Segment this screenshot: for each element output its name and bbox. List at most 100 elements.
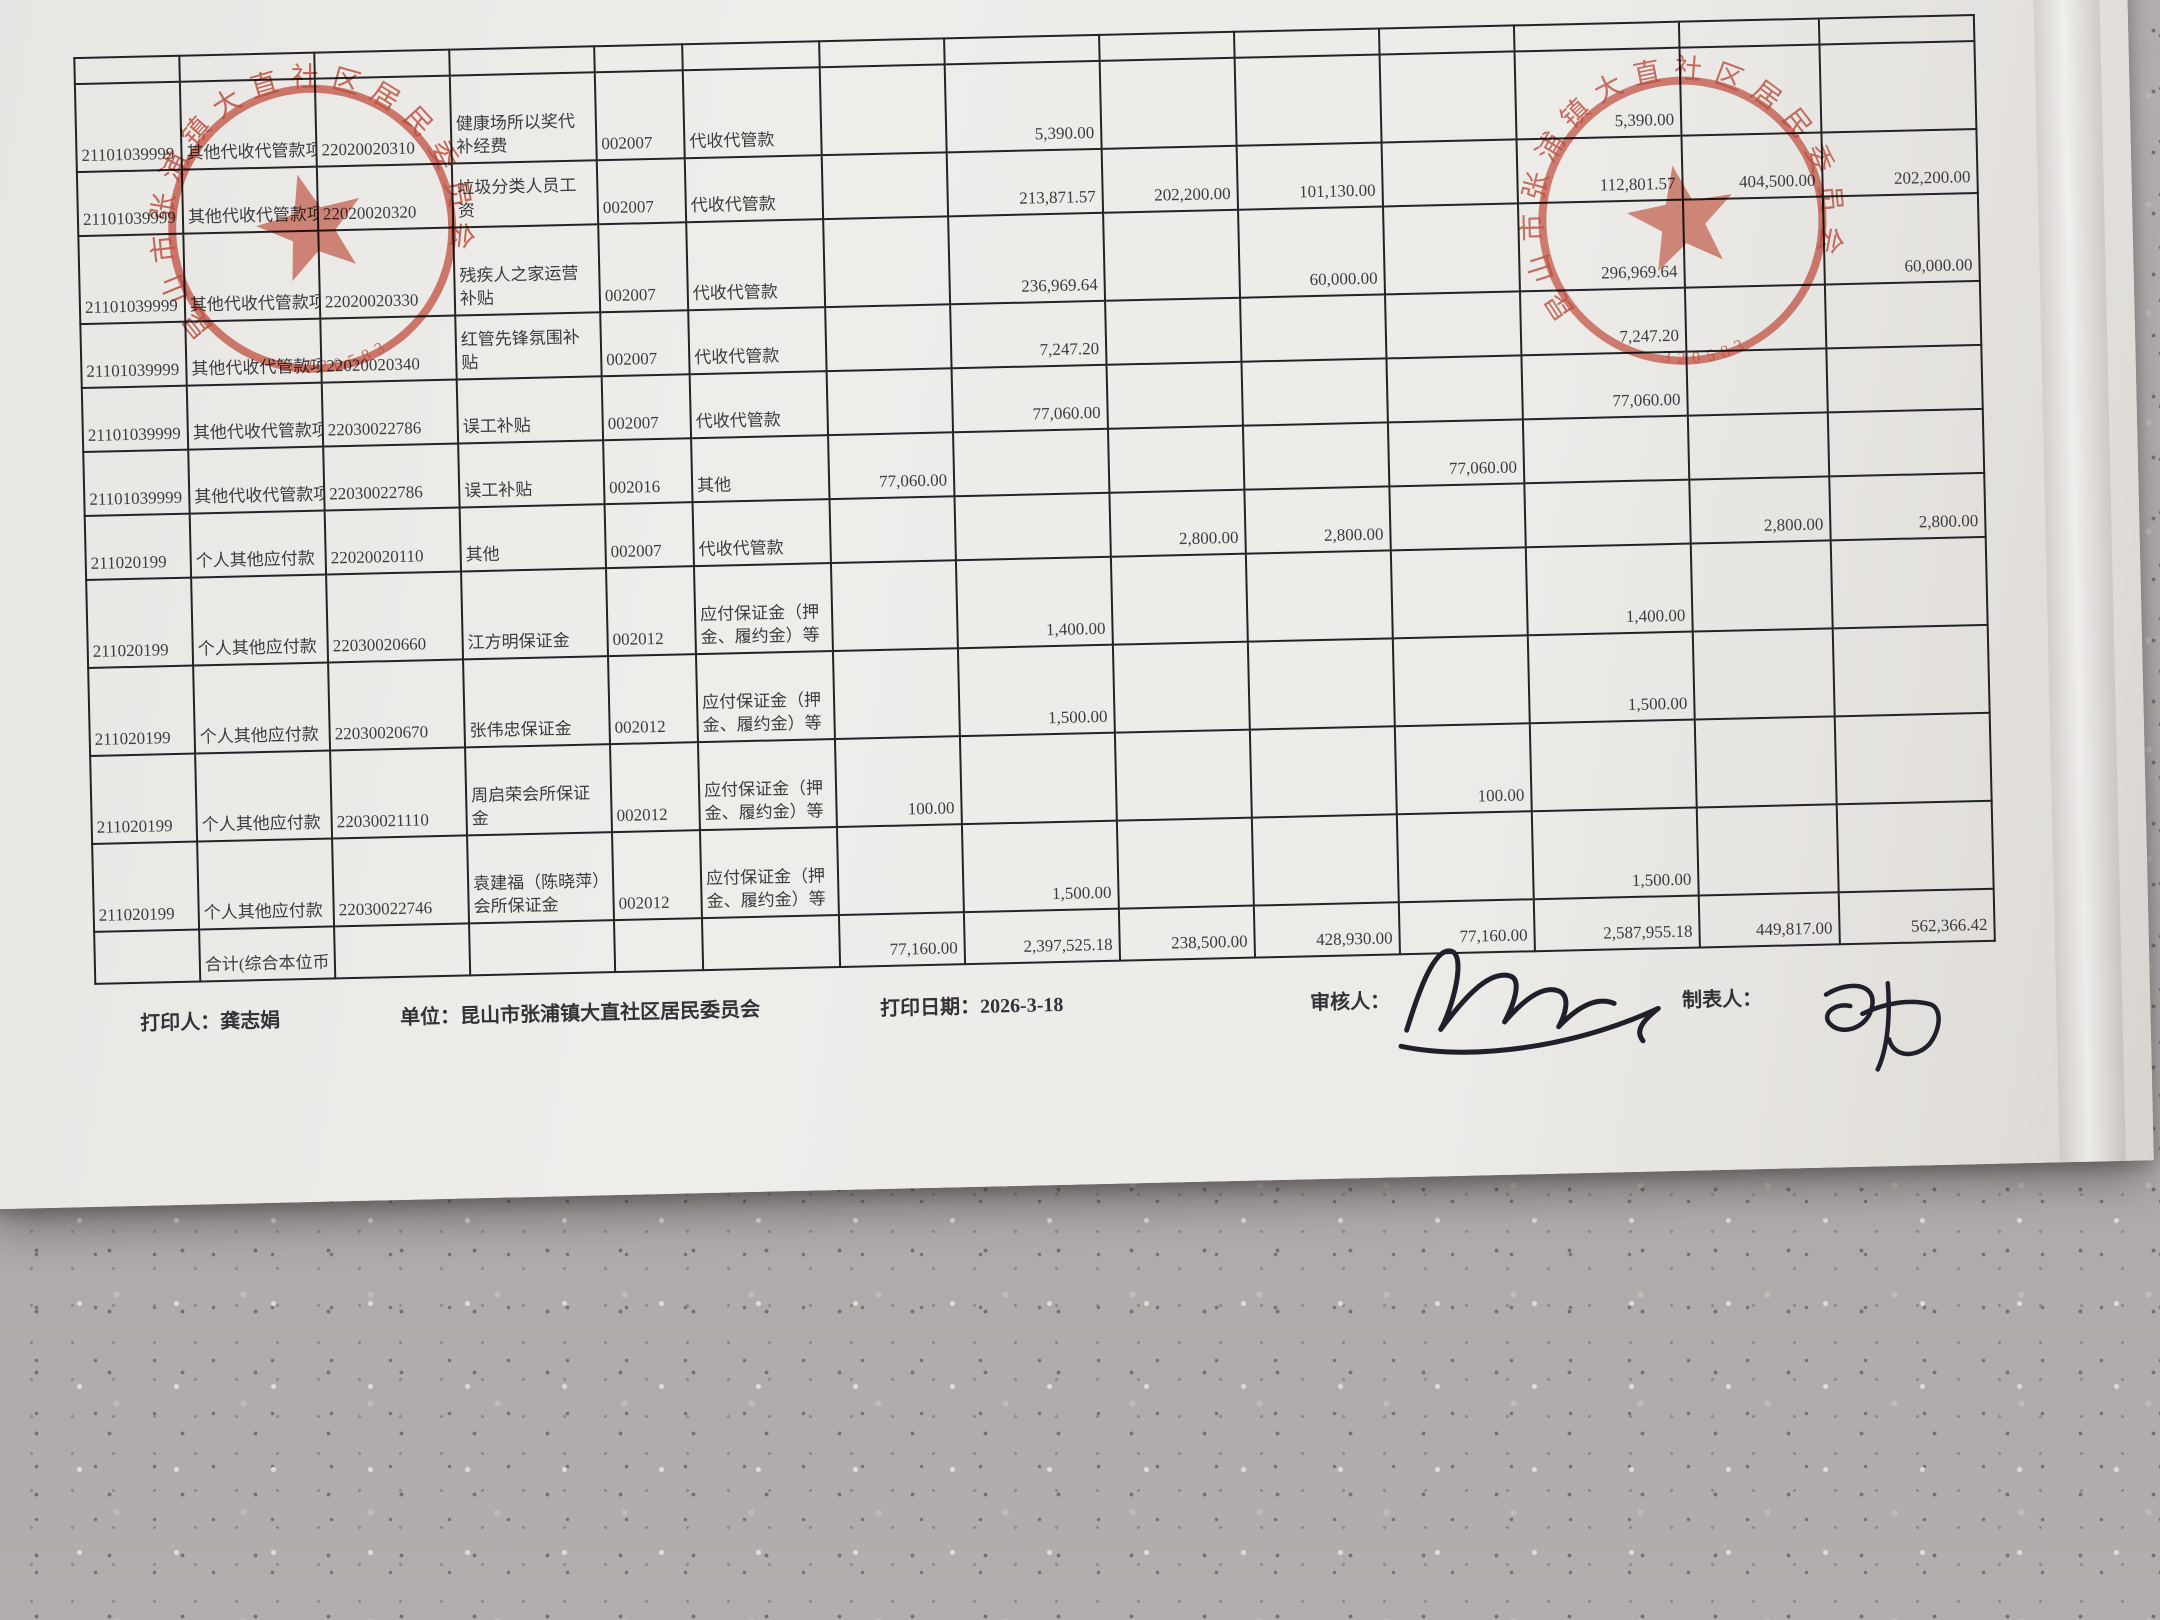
cell: [1529, 719, 1697, 812]
cell: 002012: [612, 830, 702, 921]
cell: 其他代收代管款项: [188, 446, 325, 514]
cell: [1386, 355, 1523, 423]
cell: 代收代管款: [682, 67, 822, 159]
cell: 应付保证金（押金、履约金）等: [697, 739, 837, 831]
cell: 袁建福（陈晓萍）会所保证金: [467, 832, 614, 924]
cell: [1245, 550, 1393, 642]
cell: 合计(综合本位币: [199, 926, 336, 982]
cell: 健康场所以奖代补经费: [449, 72, 597, 164]
cell: [1694, 716, 1837, 808]
cell: [1390, 547, 1528, 639]
cell: [825, 304, 952, 372]
cell: [1114, 729, 1252, 821]
printer-field: 打印人：龚志娟: [140, 1004, 281, 1036]
preparer-signature: [1823, 980, 1941, 1072]
cell: 22030020670: [328, 659, 466, 751]
cell: [1687, 412, 1830, 480]
cell: 其他: [691, 435, 830, 503]
paper-sheet: 21101039999 其他代收代管款项 22020020310 健康场所以奖代补经费…: [0, 0, 2154, 1209]
cell: [1251, 814, 1399, 906]
cell: [1827, 408, 1985, 477]
cell: 77,160.00: [838, 912, 966, 967]
cell: 应付保证金（押金、履约金）等: [695, 651, 835, 743]
cell: [1692, 628, 1835, 720]
cell: [1249, 726, 1397, 818]
cell: 误工补贴: [458, 440, 605, 508]
cell: 002007: [604, 502, 694, 569]
cell: 211020199: [86, 577, 194, 668]
cell: 个人其他应付款: [197, 838, 335, 930]
cell: 应付保证金（押金、履约金）等: [693, 563, 833, 655]
cell: [682, 41, 820, 71]
cell: 2,800.00: [1244, 486, 1391, 554]
cell: [594, 44, 683, 73]
cell: [701, 914, 841, 971]
cell: [94, 929, 201, 984]
cell: [821, 152, 949, 220]
cell: [832, 648, 960, 740]
cell: [1103, 209, 1241, 301]
cell: 应付保证金（押金、履约金）等: [699, 827, 839, 919]
cell: 60,000.00: [1238, 206, 1386, 298]
cell: [1522, 415, 1690, 484]
cell: 002016: [603, 438, 693, 505]
seal-code-text: 320583: [299, 333, 396, 384]
reviewer-signature: [1398, 948, 1661, 1055]
cell: [954, 492, 1111, 561]
cell: [1099, 31, 1235, 61]
reviewer-label: 审核人：: [1309, 990, 1391, 1015]
cell: 428,930.00: [1253, 902, 1400, 958]
cell: 1,500.00: [961, 820, 1119, 913]
cell: 其他: [459, 504, 607, 572]
printer-label: 打印人：: [139, 1011, 221, 1035]
cell: 个人其他应付款: [193, 662, 331, 754]
cell: [1116, 817, 1254, 909]
print-date-value: 2026-3-18: [979, 993, 1064, 1018]
cell: 代收代管款: [684, 155, 824, 223]
cell: [1234, 54, 1382, 146]
cell: [1830, 536, 1988, 629]
cell: [449, 46, 595, 76]
cell: 002007: [596, 158, 687, 225]
cell: 2,800.00: [1829, 472, 1986, 541]
cell: [1107, 425, 1245, 493]
cell: 5,390.00: [944, 60, 1102, 153]
cell: [1241, 358, 1388, 426]
cell: [1832, 624, 1990, 717]
preparer-field: 制表人：: [1682, 982, 1763, 1013]
unit-name: 昆山市张浦镇大直社区居民委员会: [459, 998, 761, 1028]
cell: 213,871.57: [946, 148, 1104, 217]
cell: 211020199: [84, 513, 192, 580]
cell: 22020020110: [324, 507, 462, 575]
cell: 77,060.00: [951, 364, 1108, 433]
cell: [1392, 635, 1530, 727]
cell: 002007: [600, 310, 690, 377]
cell: [819, 38, 945, 68]
cell: 1,500.00: [1531, 807, 1699, 900]
cell: [830, 560, 958, 652]
cell: [1112, 641, 1250, 733]
cell: [1690, 540, 1833, 632]
cell: [1818, 15, 1975, 45]
cell: [74, 55, 180, 85]
cell: 张伟忠保证金: [463, 656, 611, 748]
printer-name: 龚志娟: [219, 1009, 281, 1034]
cell: 代收代管款: [686, 219, 826, 311]
cell: [1099, 57, 1237, 149]
unit-field: 单位：昆山市张浦镇大直社区居民委员会: [400, 993, 761, 1030]
cell: 211020199: [88, 665, 196, 756]
cell: 22030022786: [323, 443, 460, 511]
seal-star-icon: [256, 174, 360, 282]
cell: 002012: [606, 566, 696, 657]
cell: [1385, 291, 1522, 359]
cell: 误工补贴: [456, 376, 604, 444]
cell: 449,817.00: [1698, 892, 1840, 948]
cell: [823, 216, 951, 308]
cell: [1378, 25, 1515, 55]
cell: [1234, 28, 1380, 58]
cell: 101,130.00: [1236, 142, 1384, 210]
cell: 002007: [594, 70, 685, 161]
cell: [829, 496, 956, 564]
cell: [944, 34, 1100, 65]
